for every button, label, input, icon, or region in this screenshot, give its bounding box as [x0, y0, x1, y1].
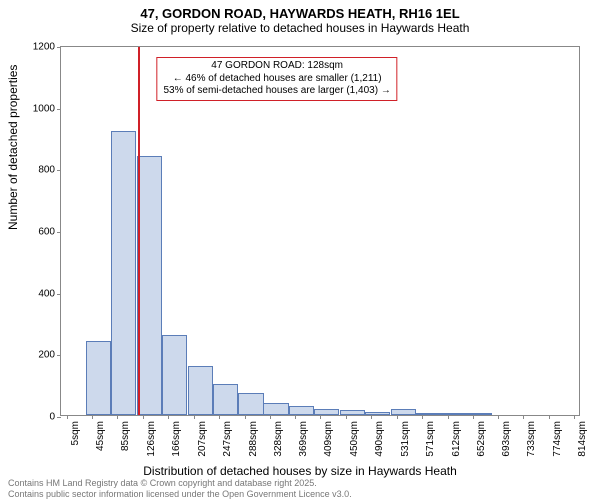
- x-tick-label: 247sqm: [222, 421, 233, 457]
- x-tick-label: 5sqm: [70, 421, 81, 445]
- x-tick-mark: [168, 415, 169, 419]
- plot-area: 47 GORDON ROAD: 128sqm ← 46% of detached…: [60, 46, 580, 416]
- x-tick-label: 369sqm: [298, 421, 309, 457]
- x-tick-mark: [574, 415, 575, 419]
- x-tick-label: 450sqm: [349, 421, 360, 457]
- footer-line1: Contains HM Land Registry data © Crown c…: [8, 478, 352, 489]
- x-tick-label: 612sqm: [451, 421, 462, 457]
- y-tick-mark: [57, 170, 61, 171]
- y-tick-label: 200: [38, 350, 55, 361]
- x-tick-mark: [219, 415, 220, 419]
- x-axis-label: Distribution of detached houses by size …: [0, 464, 600, 478]
- histogram-bar: [441, 413, 466, 415]
- histogram-bar: [263, 403, 288, 415]
- histogram-bar: [188, 366, 213, 415]
- x-tick-label: 774sqm: [552, 421, 563, 457]
- x-tick-mark: [320, 415, 321, 419]
- x-tick-label: 85sqm: [120, 421, 131, 451]
- annot-line3: 53% of semi-detached houses are larger (…: [163, 85, 390, 98]
- y-tick-mark: [57, 232, 61, 233]
- footer-text: Contains HM Land Registry data © Crown c…: [8, 478, 352, 500]
- y-tick-label: 1200: [33, 42, 55, 53]
- x-tick-mark: [523, 415, 524, 419]
- x-tick-mark: [245, 415, 246, 419]
- marker-line: [138, 47, 140, 415]
- histogram-bar: [314, 409, 339, 415]
- y-tick-mark: [57, 109, 61, 110]
- histogram-bar: [162, 335, 187, 415]
- y-tick-label: 400: [38, 288, 55, 299]
- y-tick-mark: [57, 417, 61, 418]
- y-axis-label: Number of detached properties: [6, 65, 20, 230]
- marker-annotation: 47 GORDON ROAD: 128sqm ← 46% of detached…: [156, 57, 397, 101]
- histogram-bar: [86, 341, 111, 415]
- histogram-bar: [416, 413, 441, 415]
- x-tick-mark: [549, 415, 550, 419]
- x-tick-label: 166sqm: [171, 421, 182, 457]
- x-tick-mark: [117, 415, 118, 419]
- x-tick-mark: [498, 415, 499, 419]
- y-tick-mark: [57, 294, 61, 295]
- x-tick-mark: [473, 415, 474, 419]
- histogram-bar: [391, 409, 416, 415]
- annot-line2: ← 46% of detached houses are smaller (1,…: [163, 73, 390, 86]
- x-tick-mark: [448, 415, 449, 419]
- y-tick-mark: [57, 355, 61, 356]
- histogram-bar: [137, 156, 162, 415]
- x-tick-label: 45sqm: [95, 421, 106, 451]
- x-tick-label: 733sqm: [526, 421, 537, 457]
- x-tick-mark: [194, 415, 195, 419]
- x-tick-mark: [422, 415, 423, 419]
- histogram-bar: [213, 384, 238, 415]
- x-tick-label: 207sqm: [197, 421, 208, 457]
- histogram-bar: [340, 410, 365, 415]
- x-tick-mark: [143, 415, 144, 419]
- chart-subtitle: Size of property relative to detached ho…: [0, 21, 600, 39]
- x-tick-mark: [397, 415, 398, 419]
- x-tick-label: 126sqm: [146, 421, 157, 457]
- chart-title: 47, GORDON ROAD, HAYWARDS HEATH, RH16 1E…: [0, 0, 600, 21]
- y-tick-mark: [57, 47, 61, 48]
- x-tick-label: 693sqm: [501, 421, 512, 457]
- histogram-bar: [289, 406, 314, 415]
- x-tick-mark: [67, 415, 68, 419]
- y-tick-label: 800: [38, 165, 55, 176]
- footer-line2: Contains public sector information licen…: [8, 489, 352, 500]
- x-tick-label: 490sqm: [374, 421, 385, 457]
- x-tick-label: 652sqm: [476, 421, 487, 457]
- histogram-bar: [111, 131, 136, 415]
- x-tick-mark: [295, 415, 296, 419]
- y-tick-label: 0: [49, 412, 55, 423]
- x-tick-mark: [270, 415, 271, 419]
- x-tick-label: 409sqm: [323, 421, 334, 457]
- x-tick-mark: [92, 415, 93, 419]
- histogram-bar: [238, 393, 263, 415]
- x-tick-mark: [346, 415, 347, 419]
- x-tick-label: 531sqm: [400, 421, 411, 457]
- x-tick-label: 571sqm: [425, 421, 436, 457]
- histogram-bar: [466, 413, 491, 415]
- x-tick-mark: [371, 415, 372, 419]
- y-tick-label: 600: [38, 227, 55, 238]
- x-tick-label: 288sqm: [248, 421, 259, 457]
- annot-line1: 47 GORDON ROAD: 128sqm: [163, 60, 390, 73]
- chart-container: 47, GORDON ROAD, HAYWARDS HEATH, RH16 1E…: [0, 0, 600, 500]
- y-tick-label: 1000: [33, 103, 55, 114]
- x-tick-label: 814sqm: [577, 421, 588, 457]
- histogram-bar: [365, 412, 390, 415]
- x-tick-label: 328sqm: [273, 421, 284, 457]
